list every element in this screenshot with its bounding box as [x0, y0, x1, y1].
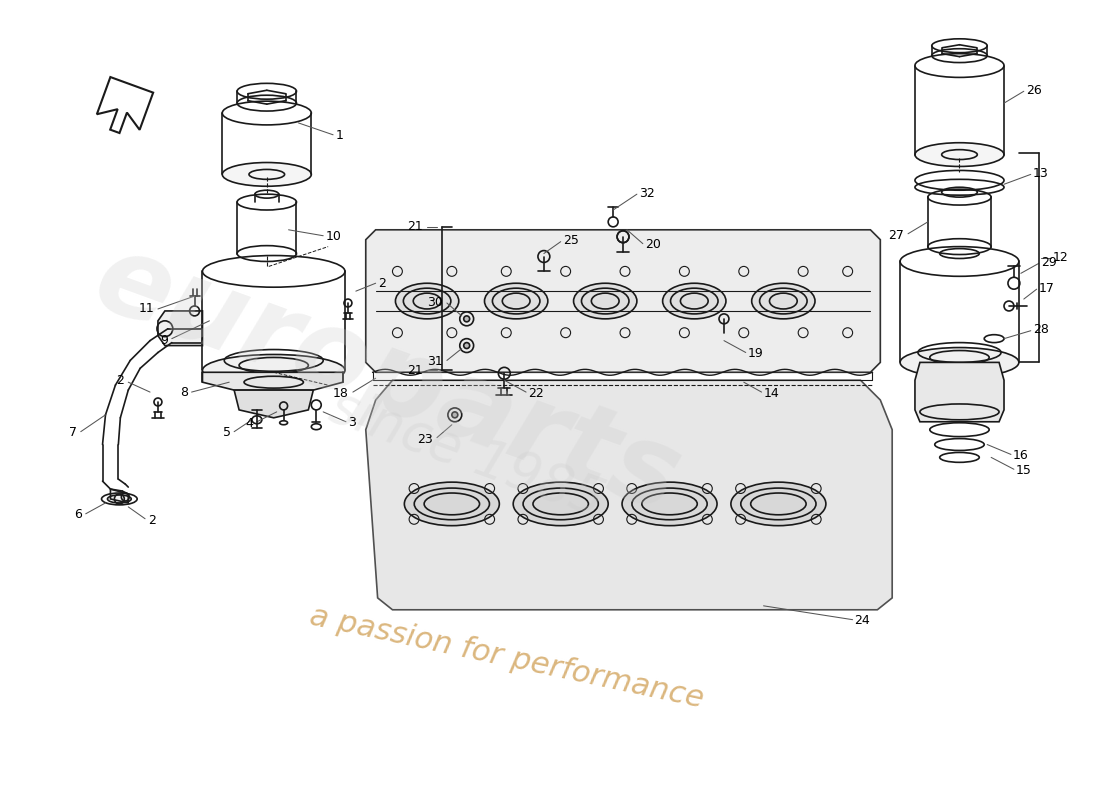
Ellipse shape: [900, 347, 1019, 378]
Ellipse shape: [730, 482, 826, 526]
Ellipse shape: [662, 283, 726, 319]
Polygon shape: [915, 362, 1004, 422]
Text: 1: 1: [337, 130, 344, 142]
Text: 31: 31: [427, 355, 443, 368]
Text: 9: 9: [160, 334, 168, 347]
Ellipse shape: [395, 283, 459, 319]
Text: 2: 2: [117, 374, 124, 386]
Text: 32: 32: [639, 186, 654, 200]
Text: 14: 14: [763, 386, 779, 399]
Text: europarts: europarts: [80, 225, 694, 535]
Text: 6: 6: [74, 508, 81, 522]
Text: 27: 27: [888, 230, 904, 242]
Text: 12: 12: [1053, 251, 1068, 264]
Text: 2: 2: [148, 514, 156, 527]
Text: 24: 24: [855, 614, 870, 627]
Circle shape: [464, 316, 470, 322]
Text: 21: 21: [407, 220, 424, 234]
Text: 13: 13: [1033, 167, 1048, 180]
Ellipse shape: [915, 142, 1004, 166]
Polygon shape: [366, 230, 880, 372]
Ellipse shape: [405, 482, 499, 526]
Circle shape: [464, 342, 470, 349]
Polygon shape: [97, 77, 153, 133]
Text: 29: 29: [1041, 256, 1056, 269]
Text: 28: 28: [1033, 323, 1048, 336]
Text: 18: 18: [333, 386, 349, 399]
Ellipse shape: [222, 162, 311, 186]
Text: 10: 10: [327, 230, 342, 243]
Text: 5: 5: [223, 426, 231, 439]
Text: 17: 17: [1038, 282, 1055, 294]
Text: 25: 25: [563, 234, 579, 247]
Text: since 1985: since 1985: [322, 381, 610, 528]
Text: 8: 8: [179, 386, 188, 398]
Text: 11: 11: [139, 302, 154, 315]
Ellipse shape: [573, 283, 637, 319]
Ellipse shape: [484, 283, 548, 319]
Text: 26: 26: [1026, 84, 1042, 97]
Text: 16: 16: [1013, 449, 1028, 462]
Ellipse shape: [751, 283, 815, 319]
Text: 2: 2: [377, 277, 385, 290]
Text: 15: 15: [1016, 464, 1032, 477]
Text: a passion for performance: a passion for performance: [307, 602, 706, 714]
Polygon shape: [110, 489, 129, 503]
Ellipse shape: [202, 354, 345, 386]
Text: 19: 19: [748, 347, 763, 360]
Text: 20: 20: [645, 238, 661, 251]
Text: 4: 4: [245, 418, 253, 430]
Ellipse shape: [514, 482, 608, 526]
Text: 30: 30: [427, 295, 443, 309]
Text: 21: 21: [407, 364, 424, 377]
Text: 3: 3: [348, 416, 355, 430]
Polygon shape: [202, 372, 343, 390]
Text: 23: 23: [417, 433, 433, 446]
Polygon shape: [158, 311, 202, 346]
Circle shape: [452, 412, 458, 418]
Text: 22: 22: [528, 386, 543, 399]
Polygon shape: [366, 380, 892, 610]
Polygon shape: [234, 390, 313, 418]
Ellipse shape: [621, 482, 717, 526]
Text: 7: 7: [69, 426, 77, 439]
